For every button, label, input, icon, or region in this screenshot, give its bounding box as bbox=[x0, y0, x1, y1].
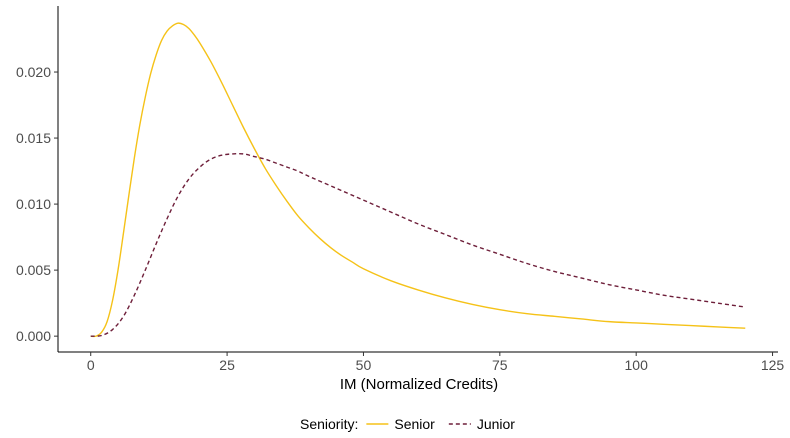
y-tick-label: 0.000 bbox=[16, 328, 51, 344]
series-line-junior bbox=[90, 152, 746, 337]
legend-label-senior: Senior bbox=[394, 416, 435, 432]
series-line-senior bbox=[90, 22, 746, 338]
y-tick-label: 0.015 bbox=[16, 130, 51, 146]
x-tick-label: 50 bbox=[356, 357, 372, 373]
x-tick-label: 75 bbox=[492, 357, 508, 373]
y-tick-label: 0.005 bbox=[16, 262, 51, 278]
legend-title: Seniority: bbox=[300, 416, 358, 432]
ticks: 0 25 50 75 100 125 0.000 0.005 0.010 0.015 0.020 bbox=[16, 64, 784, 373]
x-tick-label: 125 bbox=[761, 357, 785, 373]
y-tick-label: 0.020 bbox=[16, 64, 51, 80]
x-tick-label: 0 bbox=[87, 357, 95, 373]
x-tick-label: 25 bbox=[219, 357, 235, 373]
legend-items: Senior Junior bbox=[366, 416, 515, 432]
plot-area bbox=[90, 22, 746, 338]
y-tick-label: 0.010 bbox=[16, 196, 51, 212]
legend-label-junior: Junior bbox=[477, 416, 515, 432]
x-axis-title: IM (Normalized Credits) bbox=[340, 376, 498, 393]
x-tick-label: 100 bbox=[625, 357, 649, 373]
axes bbox=[57, 6, 778, 353]
legend: Seniority: Senior Junior bbox=[300, 416, 515, 432]
